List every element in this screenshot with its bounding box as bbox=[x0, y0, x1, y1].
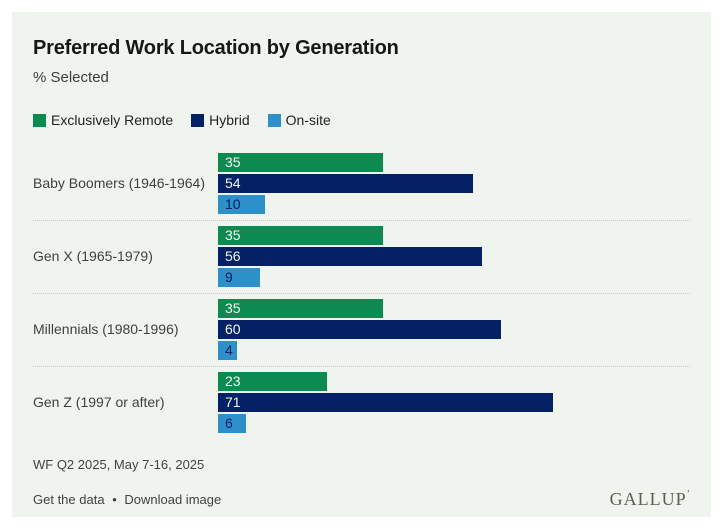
bar-value-label: 6 bbox=[225, 415, 233, 431]
legend-item-0: Exclusively Remote bbox=[33, 113, 173, 127]
legend-label: Exclusively Remote bbox=[51, 112, 174, 128]
category-row: Gen X (1965-1979) 35 56 9 bbox=[33, 220, 690, 293]
bar-value-label: 35 bbox=[225, 227, 241, 243]
bar-group: 35 54 10 bbox=[218, 153, 690, 214]
category-row: Baby Boomers (1946-1964) 35 54 10 bbox=[33, 148, 690, 220]
category-label: Baby Boomers (1946-1964) bbox=[33, 175, 205, 191]
download-image-link[interactable]: Download image bbox=[124, 492, 222, 507]
chart-card: Preferred Work Location by Generation % … bbox=[12, 12, 711, 517]
category-row: Millennials (1980-1996) 35 60 4 bbox=[33, 293, 690, 366]
category-label: Gen X (1965-1979) bbox=[33, 248, 153, 264]
legend-swatch-icon bbox=[267, 113, 281, 127]
category-label: Gen Z (1997 or after) bbox=[33, 394, 165, 410]
legend-label: Hybrid bbox=[209, 112, 250, 128]
bar-exclusively-remote[interactable]: 35 bbox=[218, 226, 384, 245]
bar-value-label: 35 bbox=[225, 154, 241, 170]
bar-on-site[interactable]: 10 bbox=[218, 195, 266, 214]
legend-label: On-site bbox=[285, 112, 331, 128]
bar-group: 35 56 9 bbox=[218, 226, 690, 287]
bar-value-label: 56 bbox=[225, 248, 241, 264]
gallup-trademark: ’ bbox=[686, 489, 690, 500]
bar-exclusively-remote[interactable]: 35 bbox=[218, 153, 384, 172]
bar-chart: Baby Boomers (1946-1964) 35 54 10 Gen X (196… bbox=[33, 148, 690, 439]
bar-hybrid[interactable]: 54 bbox=[218, 174, 473, 193]
bar-exclusively-remote[interactable]: 35 bbox=[218, 299, 384, 318]
gallup-logo: GALLUP’ bbox=[610, 489, 690, 510]
bar-hybrid[interactable]: 56 bbox=[218, 247, 483, 266]
gallup-wordmark: GALLUP bbox=[609, 489, 687, 509]
chart-title: Preferred Work Location by Generation bbox=[33, 37, 399, 59]
bar-on-site[interactable]: 6 bbox=[218, 414, 247, 433]
legend: Exclusively Remote Hybrid On-site bbox=[33, 113, 690, 127]
bar-on-site[interactable]: 4 bbox=[218, 341, 237, 360]
legend-item-1: Hybrid bbox=[191, 112, 250, 128]
footer: Get the data • Download image GALLUP’ bbox=[33, 489, 690, 510]
legend-swatch-icon bbox=[33, 113, 46, 127]
bar-hybrid[interactable]: 71 bbox=[218, 393, 554, 412]
link-separator: • bbox=[112, 492, 117, 507]
bar-value-label: 23 bbox=[225, 373, 241, 389]
source-note: WF Q2 2025, May 7-16, 2025 bbox=[33, 457, 205, 472]
bar-group: 35 60 4 bbox=[218, 299, 690, 360]
bar-hybrid[interactable]: 60 bbox=[218, 320, 502, 339]
chart-subtitle: % Selected bbox=[33, 69, 109, 86]
bar-value-label: 4 bbox=[225, 342, 233, 358]
bar-value-label: 35 bbox=[225, 300, 241, 316]
legend-item-2: On-site bbox=[267, 112, 331, 128]
legend-swatch-icon bbox=[191, 113, 205, 127]
bar-value-label: 9 bbox=[225, 269, 233, 285]
footer-links: Get the data • Download image bbox=[33, 492, 221, 507]
bar-value-label: 71 bbox=[225, 394, 241, 410]
bar-value-label: 60 bbox=[225, 321, 241, 337]
bar-value-label: 54 bbox=[225, 175, 241, 191]
category-label: Millennials (1980-1996) bbox=[33, 321, 179, 337]
bar-value-label: 10 bbox=[225, 196, 241, 212]
category-row: Gen Z (1997 or after) 23 71 6 bbox=[33, 366, 690, 439]
bar-on-site[interactable]: 9 bbox=[218, 268, 261, 287]
bar-group: 23 71 6 bbox=[218, 372, 690, 433]
bar-exclusively-remote[interactable]: 23 bbox=[218, 372, 327, 391]
get-the-data-link[interactable]: Get the data bbox=[33, 492, 105, 507]
